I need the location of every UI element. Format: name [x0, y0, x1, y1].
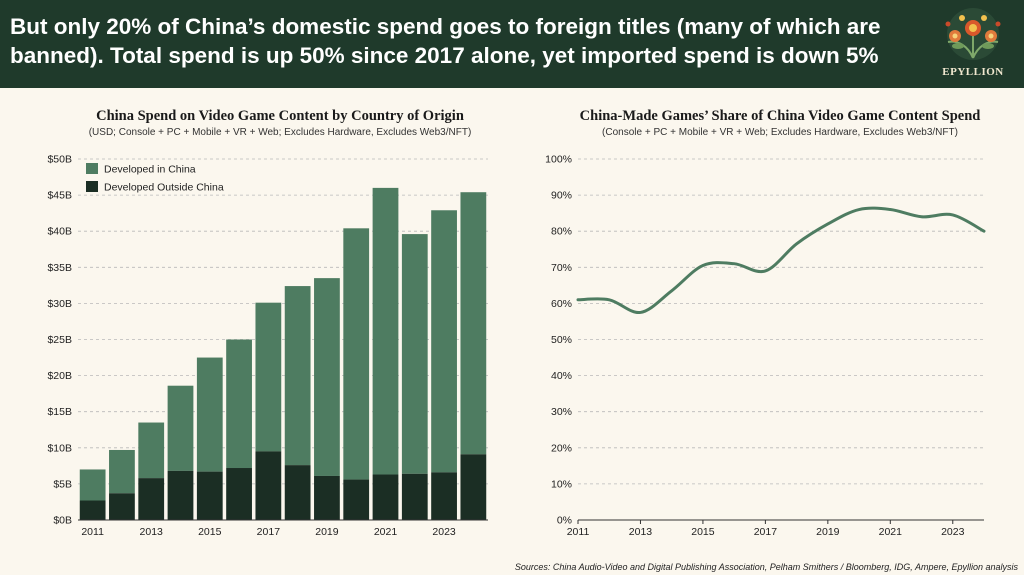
y-tick-label: $20B	[47, 370, 72, 382]
y-tick-label: $25B	[47, 334, 72, 346]
bar-developed-in-china	[284, 286, 311, 466]
x-tick-label: 2023	[432, 526, 456, 538]
bar-developed-outside-china	[255, 451, 282, 520]
bar-developed-outside-china	[314, 475, 340, 520]
bar-developed-in-china	[79, 469, 106, 501]
y-tick-label: $45B	[47, 190, 72, 202]
y-tick-label: 100%	[545, 154, 572, 166]
y-tick-label: 10%	[551, 478, 572, 490]
legend-label-developed-outside-china: Developed Outside China	[104, 182, 224, 194]
bar-developed-outside-china	[196, 471, 223, 520]
x-tick-label: 2013	[140, 526, 164, 538]
bar-developed-outside-china	[343, 479, 370, 520]
bar-developed-in-china	[343, 228, 370, 480]
bar-developed-outside-china	[401, 473, 428, 520]
x-tick-label: 2023	[941, 526, 965, 538]
bar-developed-outside-china	[79, 500, 106, 520]
x-tick-label: 2019	[816, 526, 840, 538]
bar-developed-in-china	[255, 302, 282, 452]
bar-developed-outside-china	[460, 454, 487, 520]
y-tick-label: 50%	[551, 334, 572, 346]
bar-developed-outside-china	[138, 478, 165, 520]
bar-developed-outside-china	[109, 493, 135, 520]
flower-logo-icon	[945, 8, 1001, 60]
x-tick-label: 2019	[315, 526, 339, 538]
headline: But only 20% of China’s domestic spend g…	[10, 14, 881, 68]
x-tick-label: 2013	[629, 526, 653, 538]
right-chart-subtitle: (Console + PC + Mobile + VR + Web; Exclu…	[602, 127, 958, 138]
bar-developed-in-china	[401, 234, 428, 474]
left-chart-subtitle: (USD; Console + PC + Mobile + VR + Web; …	[88, 127, 472, 138]
x-tick-label: 2011	[567, 526, 590, 538]
x-tick-label: 2021	[374, 526, 398, 538]
brand-wordmark: EPYLLION	[942, 66, 1004, 78]
x-tick-label: 2015	[198, 526, 222, 538]
bar-developed-in-china	[167, 385, 194, 471]
y-tick-label: $30B	[47, 298, 72, 310]
share-line	[576, 206, 986, 314]
x-tick-label: 2021	[879, 526, 903, 538]
legend-swatch-developed-in-china	[86, 163, 98, 174]
legend-label-developed-in-china: Developed in China	[104, 164, 196, 176]
bar-developed-in-china	[431, 210, 457, 473]
bar-developed-in-china	[226, 339, 252, 469]
y-tick-label: $5B	[53, 478, 72, 490]
x-tick-label: 2011	[81, 526, 104, 538]
y-tick-label: 0%	[557, 515, 572, 527]
y-tick-label: 30%	[551, 406, 572, 418]
bar-developed-in-china	[196, 357, 223, 472]
header-banner	[0, 0, 1024, 88]
y-tick-label: 90%	[551, 190, 572, 202]
sources-note: Sources: China Audio-Video and Digital P…	[514, 562, 1018, 572]
right-chart-title: China-Made Games’ Share of China Video G…	[579, 108, 981, 124]
y-tick-label: 60%	[551, 298, 572, 310]
y-tick-label: 70%	[551, 262, 572, 274]
y-tick-label: 80%	[551, 226, 572, 238]
bar-developed-in-china	[314, 278, 340, 476]
legend-swatch-developed-outside-china	[86, 181, 98, 192]
bar-developed-outside-china	[431, 472, 457, 520]
x-tick-label: 2017	[257, 526, 281, 538]
y-tick-label: $35B	[47, 262, 72, 274]
y-tick-label: $0B	[53, 515, 72, 527]
bar-developed-in-china	[372, 187, 399, 475]
x-tick-label: 2015	[691, 526, 715, 538]
y-tick-label: $50B	[47, 154, 72, 166]
bar-developed-outside-china	[226, 468, 252, 520]
y-tick-label: $10B	[47, 442, 72, 454]
bar-developed-outside-china	[372, 474, 399, 520]
y-tick-label: $40B	[47, 226, 72, 238]
y-tick-label: 20%	[551, 442, 572, 454]
bar-developed-outside-china	[284, 465, 311, 520]
bar-developed-in-china	[460, 192, 487, 455]
y-tick-label: 40%	[551, 370, 572, 382]
bar-developed-in-china	[109, 449, 135, 494]
bar-developed-in-china	[138, 422, 165, 479]
x-tick-label: 2017	[754, 526, 778, 538]
bar-developed-outside-china	[167, 470, 194, 520]
left-chart-title: China Spend on Video Game Content by Cou…	[96, 108, 464, 124]
y-tick-label: $15B	[47, 406, 72, 418]
